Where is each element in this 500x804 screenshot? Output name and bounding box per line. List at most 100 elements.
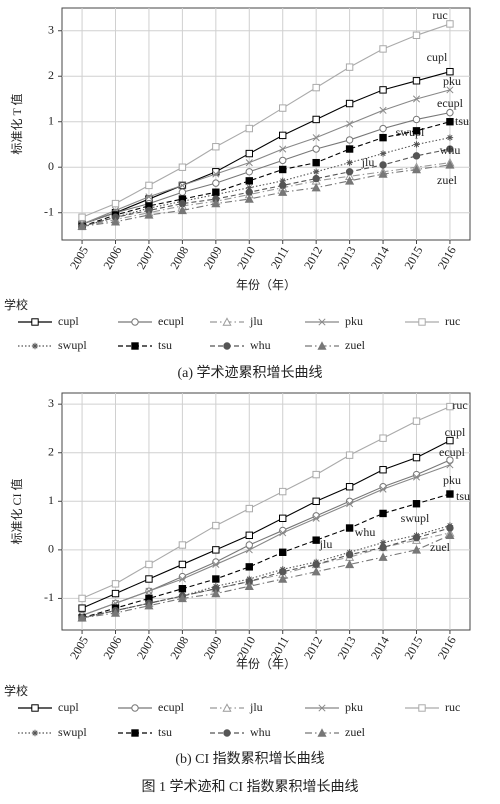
point xyxy=(411,164,422,174)
marker-shape xyxy=(31,318,39,326)
marker-shape xyxy=(312,497,320,506)
marker-shape xyxy=(412,152,421,160)
point xyxy=(345,559,355,569)
legend-label: whu xyxy=(250,725,271,739)
point xyxy=(379,434,387,442)
marker-shape xyxy=(111,580,120,588)
marker-shape xyxy=(446,67,454,76)
y-tick-label: 2 xyxy=(48,68,54,82)
legend-title: 学校 xyxy=(4,297,28,312)
legend-item: ruc xyxy=(405,314,460,328)
point xyxy=(279,131,287,140)
legend-label: ecupl xyxy=(158,314,185,328)
marker-shape xyxy=(110,608,121,617)
marker-shape xyxy=(178,163,187,171)
marker-shape xyxy=(446,461,454,469)
point xyxy=(412,77,421,85)
marker-shape xyxy=(412,453,421,462)
marker-shape xyxy=(378,552,388,561)
point xyxy=(245,124,253,133)
x-tick-label: 2013 xyxy=(334,634,358,662)
marker-shape xyxy=(31,729,39,737)
point xyxy=(145,560,153,569)
legend-label: pku xyxy=(345,700,363,714)
point xyxy=(111,589,120,598)
legend-label: swupl xyxy=(58,338,87,352)
point xyxy=(345,136,354,144)
marker-shape xyxy=(177,205,187,215)
marker-shape xyxy=(178,560,187,569)
point xyxy=(279,165,287,174)
marker-shape xyxy=(379,150,387,157)
point xyxy=(446,134,454,141)
marker-shape xyxy=(318,704,326,712)
marker-shape xyxy=(245,159,253,167)
point xyxy=(212,170,220,178)
x-tick-label: 2010 xyxy=(234,244,258,272)
marker-shape xyxy=(279,156,287,165)
point xyxy=(279,104,287,112)
marker-shape xyxy=(278,187,288,196)
legend-label: tsu xyxy=(158,338,172,352)
point xyxy=(212,546,220,554)
legend-item: pku xyxy=(305,700,363,714)
series-line xyxy=(81,493,451,619)
marker-shape xyxy=(345,63,354,71)
x-axis-label: 年份（年） xyxy=(236,657,296,671)
marker-shape xyxy=(346,500,354,508)
point xyxy=(311,182,321,192)
point xyxy=(77,221,87,231)
marker-shape xyxy=(246,184,253,191)
marker-shape xyxy=(312,83,320,92)
marker-shape xyxy=(412,417,421,425)
marker-shape xyxy=(245,124,253,133)
point xyxy=(346,159,353,166)
marker-shape xyxy=(412,534,421,542)
marker-shape xyxy=(212,179,220,187)
marker-shape xyxy=(145,193,153,201)
point xyxy=(279,529,287,537)
point xyxy=(212,521,220,530)
point xyxy=(245,541,253,549)
legend-label: pku xyxy=(345,314,363,328)
point xyxy=(445,160,455,169)
point xyxy=(279,487,287,496)
marker-shape xyxy=(446,436,454,445)
series-line xyxy=(81,164,451,227)
point xyxy=(312,514,320,522)
marker-shape xyxy=(77,221,87,231)
marker-shape xyxy=(245,531,253,539)
point xyxy=(212,168,220,176)
legend-label: zuel xyxy=(345,725,366,739)
point xyxy=(177,593,187,603)
point xyxy=(412,534,421,542)
point xyxy=(379,124,387,133)
marker-shape xyxy=(412,95,421,103)
marker-shape xyxy=(212,188,220,196)
point xyxy=(379,543,387,552)
marker-shape xyxy=(412,77,421,85)
point xyxy=(178,575,186,583)
point xyxy=(446,436,454,445)
marker-shape xyxy=(379,539,387,546)
series-line xyxy=(81,121,451,227)
series-line xyxy=(81,23,451,218)
marker-shape xyxy=(312,560,320,569)
point xyxy=(379,509,387,518)
point xyxy=(411,545,422,554)
marker-shape xyxy=(212,521,220,530)
point xyxy=(110,608,121,617)
marker-shape xyxy=(446,456,454,464)
point xyxy=(245,504,253,513)
marker-shape xyxy=(178,585,187,593)
marker-shape xyxy=(345,451,354,459)
chart-caption: (b) CI 指数累积增长曲线 xyxy=(175,751,324,767)
series-line xyxy=(81,89,451,225)
marker-shape xyxy=(245,149,253,158)
marker-shape xyxy=(412,115,421,124)
marker-shape xyxy=(345,99,354,108)
point xyxy=(78,213,86,221)
y-tick-label: 0 xyxy=(48,159,54,173)
point xyxy=(278,574,288,583)
marker-shape xyxy=(178,181,186,189)
